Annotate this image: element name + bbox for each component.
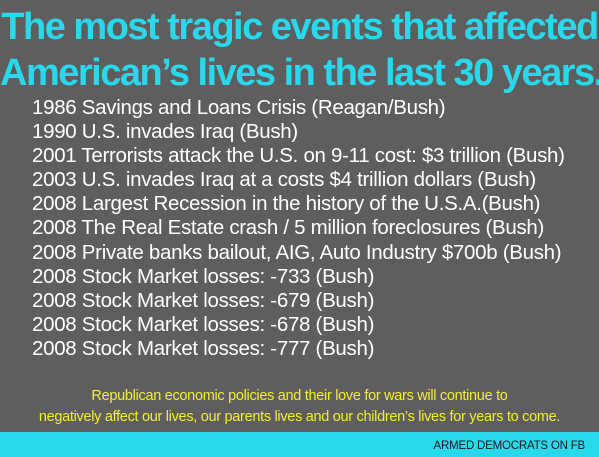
list-item: 2008 Stock Market losses: -678 (Bush) (32, 312, 375, 336)
list-item: 1990 U.S. invades Iraq (Bush) (32, 120, 298, 144)
footer-statement: Republican economic policies and their l… (0, 386, 599, 428)
list-item: 2008 Private banks bailout, AIG, Auto In… (32, 240, 562, 264)
footer-line-2: negatively affect our lives, our parents… (38, 409, 561, 425)
list-item: 2003 U.S. invades Iraq at a costs $4 tri… (32, 168, 536, 192)
title-line-2: American’s lives in the last 30 years. (0, 52, 599, 94)
bottom-bar: ARMED DEMOCRATS ON FB (0, 432, 599, 457)
list-item: 2008 Stock Market losses: -679 (Bush) (32, 288, 375, 312)
page-title: The most tragic events that affected Ame… (0, 4, 599, 96)
events-list: 1986 Savings and Loans Crisis (Reagan/Bu… (32, 96, 592, 361)
list-item: 2001 Terrorists attack the U.S. on 9-11 … (32, 144, 565, 168)
list-item: 2008 Largest Recession in the history of… (32, 192, 541, 216)
list-item: 2008 Stock Market losses: -777 (Bush) (32, 336, 375, 360)
title-line-1: The most tragic events that affected (1, 6, 599, 48)
list-item: 2008 Stock Market losses: -733 (Bush) (32, 264, 375, 288)
footer-line-1: Republican economic policies and their l… (91, 388, 508, 404)
list-item: 1986 Savings and Loans Crisis (Reagan/Bu… (32, 96, 446, 119)
list-item: 2008 The Real Estate crash / 5 million f… (32, 216, 545, 240)
credit-label: ARMED DEMOCRATS ON FB (433, 440, 586, 452)
